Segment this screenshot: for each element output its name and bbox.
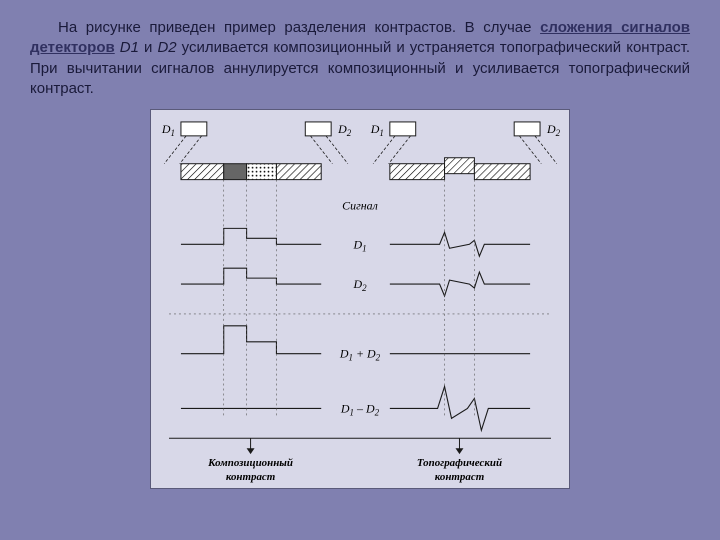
text-d1: D1	[120, 39, 139, 56]
text-p1a: На рисунке приведен пример разделения ко…	[58, 19, 540, 36]
svg-text:D1 + D2: D1 + D2	[339, 347, 381, 363]
svg-text:Композиционный: Композиционный	[207, 457, 293, 469]
svg-text:контраст: контраст	[435, 471, 484, 483]
svg-text:D2: D2	[352, 277, 367, 293]
svg-text:D1: D1	[161, 122, 175, 138]
svg-text:D2: D2	[546, 122, 561, 138]
svg-text:контраст: контраст	[226, 471, 275, 483]
svg-text:D2: D2	[337, 122, 352, 138]
text-d2: D2	[157, 39, 176, 56]
svg-text:D1 – D2: D1 – D2	[340, 401, 380, 417]
svg-text:D1: D1	[352, 237, 366, 253]
svg-text:Сигнал: Сигнал	[342, 198, 378, 212]
diagram-figure: D1 D2 D1 D2 Сигнал D1 D2 D1 + D2 D1 – D2 Композиц…	[150, 109, 570, 489]
paragraph: На рисунке приведен пример разделения ко…	[30, 18, 690, 99]
svg-text:D1: D1	[370, 122, 384, 138]
svg-text:Топографический: Топографический	[417, 457, 502, 469]
